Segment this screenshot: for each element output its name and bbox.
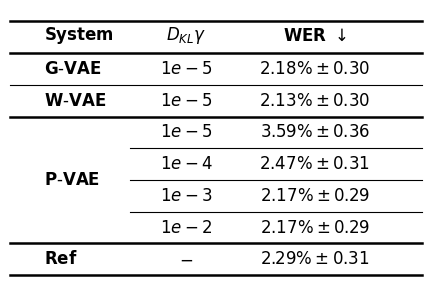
Text: $2.17\%\pm0.29$: $2.17\%\pm0.29$	[260, 219, 370, 237]
Text: $2.47\%\pm0.31$: $2.47\%\pm0.31$	[259, 155, 370, 173]
Text: $1e-5$: $1e-5$	[160, 60, 212, 78]
Text: $2.29\%\pm0.31$: $2.29\%\pm0.31$	[260, 250, 369, 268]
Text: $\mathbf{G\text{-}VAE}$: $\mathbf{G\text{-}VAE}$	[44, 60, 102, 78]
Text: $\mathbf{WER}\ \downarrow$: $\mathbf{WER}\ \downarrow$	[283, 26, 346, 45]
Text: $2.18\%\pm0.30$: $2.18\%\pm0.30$	[259, 60, 370, 78]
Text: $\mathbf{System}$: $\mathbf{System}$	[44, 25, 114, 46]
Text: $3.59\%\pm0.36$: $3.59\%\pm0.36$	[260, 124, 370, 141]
Text: $\mathbf{Ref}$: $\mathbf{Ref}$	[44, 250, 78, 268]
Text: $1e-5$: $1e-5$	[160, 92, 212, 110]
Text: $1e-5$: $1e-5$	[160, 124, 212, 141]
Text: $2.13\%\pm0.30$: $2.13\%\pm0.30$	[259, 92, 370, 110]
Text: $1e-3$: $1e-3$	[160, 187, 212, 205]
Text: $1e-2$: $1e-2$	[160, 219, 212, 237]
Text: $2.17\%\pm0.29$: $2.17\%\pm0.29$	[260, 187, 370, 205]
Text: $-$: $-$	[179, 250, 193, 268]
Text: $\mathbf{W\text{-}VAE}$: $\mathbf{W\text{-}VAE}$	[44, 92, 107, 110]
Text: $D_{KL}\gamma$: $D_{KL}\gamma$	[166, 25, 206, 46]
Text: $\mathbf{P\text{-}VAE}$: $\mathbf{P\text{-}VAE}$	[44, 171, 100, 189]
Text: $1e-4$: $1e-4$	[159, 155, 213, 173]
